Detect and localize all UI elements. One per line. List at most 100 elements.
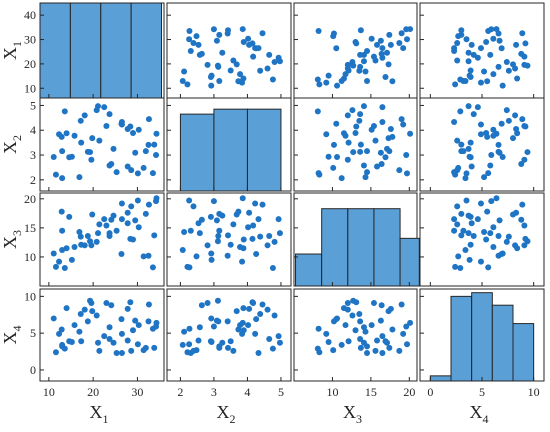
scatter-point: [499, 154, 506, 161]
scatter-point: [452, 263, 459, 270]
scatter-point: [379, 333, 386, 340]
scatter-point: [110, 145, 117, 152]
scatter-point: [134, 197, 141, 204]
scatter-point: [230, 221, 237, 228]
scatter-point: [151, 141, 158, 148]
scatter-point: [470, 233, 477, 240]
scatter-point: [239, 26, 246, 33]
scatter-point: [454, 57, 461, 64]
scatter-point: [378, 50, 385, 57]
scatter-point: [496, 37, 503, 44]
scatter-point: [460, 148, 467, 155]
x-axis-label-x3: X3: [343, 402, 362, 426]
scatter-point: [50, 250, 57, 257]
scatter-point: [357, 27, 364, 34]
y-tick-label-x1: 20: [24, 57, 36, 71]
scatter-point: [474, 104, 481, 111]
scatter-point: [398, 116, 405, 123]
scatter-point: [128, 167, 135, 174]
scatter-point: [374, 337, 381, 344]
scatter-point: [208, 72, 215, 79]
scatter-point: [398, 301, 405, 308]
scatter-point: [124, 209, 131, 216]
scatter-point: [485, 264, 492, 271]
scatter-point: [264, 242, 271, 249]
x-axis-label-x1: X1: [90, 402, 109, 426]
scatter-point: [96, 137, 103, 144]
scatter-point: [514, 130, 521, 137]
scatter-point: [477, 131, 484, 138]
scatter-point: [245, 224, 252, 231]
scatter-point: [458, 210, 465, 217]
scatter-point: [101, 216, 108, 223]
scatter-point: [488, 26, 495, 33]
scatter-point: [214, 238, 221, 245]
scatter-point: [514, 75, 521, 82]
scatter-point: [134, 170, 141, 177]
scatter-point: [488, 198, 495, 205]
scatter-point: [465, 230, 472, 237]
scatter-point: [190, 39, 197, 46]
histogram-bar-x3-3: [347, 208, 375, 287]
y-tick-label-x3: 20: [24, 192, 36, 206]
scatter-point: [106, 324, 113, 331]
scatter-point: [382, 74, 389, 81]
scatter-point: [210, 26, 217, 33]
panel-frame: [39, 192, 165, 287]
x-tick-label-x3: 20: [403, 385, 415, 399]
scatter-point: [465, 58, 472, 65]
scatter-point: [186, 325, 193, 332]
scatter-point: [237, 71, 244, 78]
scatter-point: [465, 49, 472, 56]
scatter-point: [151, 232, 158, 239]
histogram-bar-x3-1: [295, 253, 323, 287]
scatter-point: [145, 252, 152, 259]
scatter-point: [145, 116, 152, 123]
scatter-point: [490, 224, 497, 231]
x-tick-label-x2: 3: [211, 385, 217, 399]
scatter-point: [153, 130, 160, 137]
scatter-point: [124, 305, 131, 312]
scatter-point: [240, 236, 247, 243]
scatter-point: [357, 111, 364, 118]
scatter-point: [50, 154, 57, 161]
scatter-point: [145, 201, 152, 208]
scatter-point: [88, 299, 95, 306]
scatter-point: [186, 341, 193, 348]
scatter-point: [208, 82, 215, 89]
scatter-point: [275, 333, 282, 340]
scatter-point: [518, 50, 525, 57]
scatter-point: [190, 347, 197, 354]
scatter-point: [250, 299, 257, 306]
scatter-point: [454, 167, 461, 174]
scatter-point: [314, 76, 321, 83]
scatter-point: [372, 137, 379, 144]
scatter-point: [271, 238, 278, 245]
scatter-point: [334, 154, 341, 161]
scatter-point: [474, 54, 481, 61]
scatter-point: [255, 350, 262, 357]
scatter-point: [353, 123, 360, 130]
scatter-point: [379, 104, 386, 111]
scatter-point: [519, 30, 526, 37]
x-axis-labels: 10 20 30 X1 2 3 4 5 X2 10 15 20 X3 0 5 10 X4: [43, 385, 540, 426]
scatter-point: [145, 301, 152, 308]
scatter-point: [269, 76, 276, 83]
scatter-point: [78, 241, 85, 248]
scatter-point: [323, 131, 330, 138]
panel-frame: [293, 2, 418, 99]
scatter-point: [113, 227, 120, 234]
scatter-point: [493, 195, 500, 202]
scatter-point: [316, 81, 323, 88]
scatter-point: [458, 31, 465, 38]
scatter-point: [224, 252, 231, 259]
scatter-point: [512, 112, 519, 119]
scatter-point: [184, 81, 191, 88]
scatter-point: [135, 126, 142, 133]
panel-frame: [166, 192, 292, 287]
panels-layer: [39, 2, 545, 382]
scatter-point: [95, 230, 102, 237]
scatter-point: [215, 63, 222, 70]
scatter-point: [269, 345, 276, 352]
scatter-point: [275, 54, 282, 61]
